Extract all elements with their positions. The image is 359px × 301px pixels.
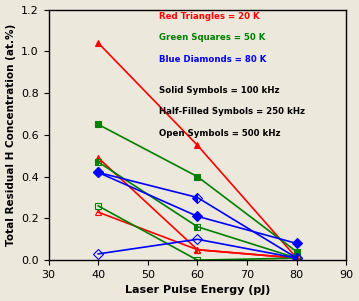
Text: Red Triangles = 20 K: Red Triangles = 20 K bbox=[159, 12, 260, 21]
Text: Open Symbols = 500 kHz: Open Symbols = 500 kHz bbox=[159, 129, 280, 138]
Text: Half-Filled Symbols = 250 kHz: Half-Filled Symbols = 250 kHz bbox=[159, 107, 305, 116]
Y-axis label: Total Residual H Concentration (at.%): Total Residual H Concentration (at.%) bbox=[5, 24, 15, 246]
X-axis label: Laser Pulse Energy (pJ): Laser Pulse Energy (pJ) bbox=[125, 285, 270, 296]
Text: Blue Diamonds = 80 K: Blue Diamonds = 80 K bbox=[159, 55, 266, 64]
Text: Solid Symbols = 100 kHz: Solid Symbols = 100 kHz bbox=[159, 86, 279, 95]
Text: Green Squares = 50 K: Green Squares = 50 K bbox=[159, 33, 265, 42]
